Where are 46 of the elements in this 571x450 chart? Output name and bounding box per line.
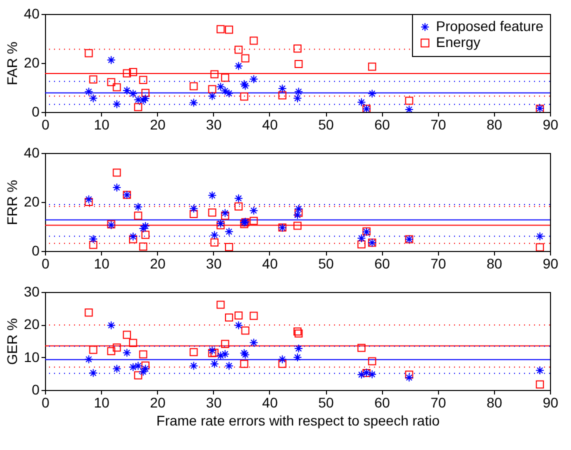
y-tick-label: 10 [24, 348, 40, 365]
x-tick-label: 20 [150, 256, 166, 272]
x-tick-label: 30 [206, 116, 222, 132]
x-tick-label: 0 [42, 394, 50, 410]
x-tick-label: 10 [94, 256, 110, 272]
y-tick-label: 0 [32, 242, 40, 258]
y-tick-label: 30 [24, 284, 40, 300]
x-tick-label: 10 [94, 394, 110, 410]
x-tick-label: 40 [262, 116, 278, 132]
y-tick-label: 40 [24, 144, 40, 160]
y-tick-label: 0 [32, 382, 40, 398]
y-axis-title: FAR % [4, 42, 20, 86]
x-tick-label: 10 [94, 116, 110, 132]
x-tick-label: 70 [430, 116, 446, 132]
x-tick-label: 90 [542, 394, 558, 410]
y-tick-label: 0 [32, 104, 40, 120]
y-axis-title: GER % [4, 318, 20, 365]
y-tick-label: 20 [24, 194, 40, 210]
x-tick-label: 40 [262, 256, 278, 272]
legend-label: Proposed feature [436, 18, 544, 34]
y-tick-label: 20 [24, 316, 40, 332]
x-tick-label: 80 [486, 116, 502, 132]
y-tick-label: 20 [24, 54, 40, 70]
x-tick-label: 50 [318, 394, 334, 410]
x-tick-label: 90 [542, 116, 558, 132]
x-tick-label: 60 [374, 116, 390, 132]
x-tick-label: 70 [430, 394, 446, 410]
x-tick-label: 70 [430, 256, 446, 272]
x-tick-label: 30 [206, 256, 222, 272]
y-axis-title: FRR % [4, 180, 20, 226]
x-tick-label: 60 [374, 256, 390, 272]
x-tick-label: 50 [318, 256, 334, 272]
legend-label: Energy [436, 34, 480, 50]
x-tick-label: 40 [262, 394, 278, 410]
x-tick-label: 50 [318, 116, 334, 132]
x-tick-label: 90 [542, 256, 558, 272]
x-tick-label: 80 [486, 394, 502, 410]
x-tick-label: 80 [486, 256, 502, 272]
y-tick-label: 40 [24, 6, 40, 22]
x-tick-label: 20 [150, 394, 166, 410]
x-tick-label: 0 [42, 116, 50, 132]
x-tick-label: 20 [150, 116, 166, 132]
x-tick-label: 0 [42, 256, 50, 272]
x-tick-label: 60 [374, 394, 390, 410]
x-axis-title: Frame rate errors with respect to speech ratio [156, 412, 440, 428]
x-tick-label: 30 [206, 394, 222, 410]
